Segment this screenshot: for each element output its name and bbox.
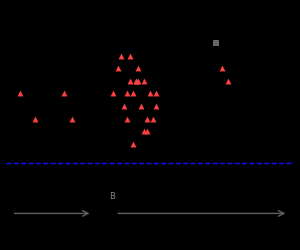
Point [133,79,138,83]
Point [151,117,155,121]
Point [119,54,124,58]
Point [130,142,135,146]
Point [116,66,121,70]
Point [133,79,138,83]
Point [148,92,152,96]
Point [122,104,127,108]
Point [61,92,66,96]
Point [145,117,149,121]
Point [142,129,147,133]
Point [136,79,141,83]
Point [142,79,147,83]
Point [128,79,132,83]
Point [124,92,129,96]
Point [70,117,75,121]
Point [128,54,132,58]
Point [18,92,23,96]
Point [32,117,37,121]
Point [136,66,141,70]
Point [145,129,149,133]
Point [153,92,158,96]
Point [130,92,135,96]
Point [220,66,224,70]
Point [139,104,144,108]
Point [110,92,115,96]
Point [225,79,230,83]
Point [124,117,129,121]
Point [153,104,158,108]
Point [214,41,219,45]
Text: B: B [110,192,116,201]
